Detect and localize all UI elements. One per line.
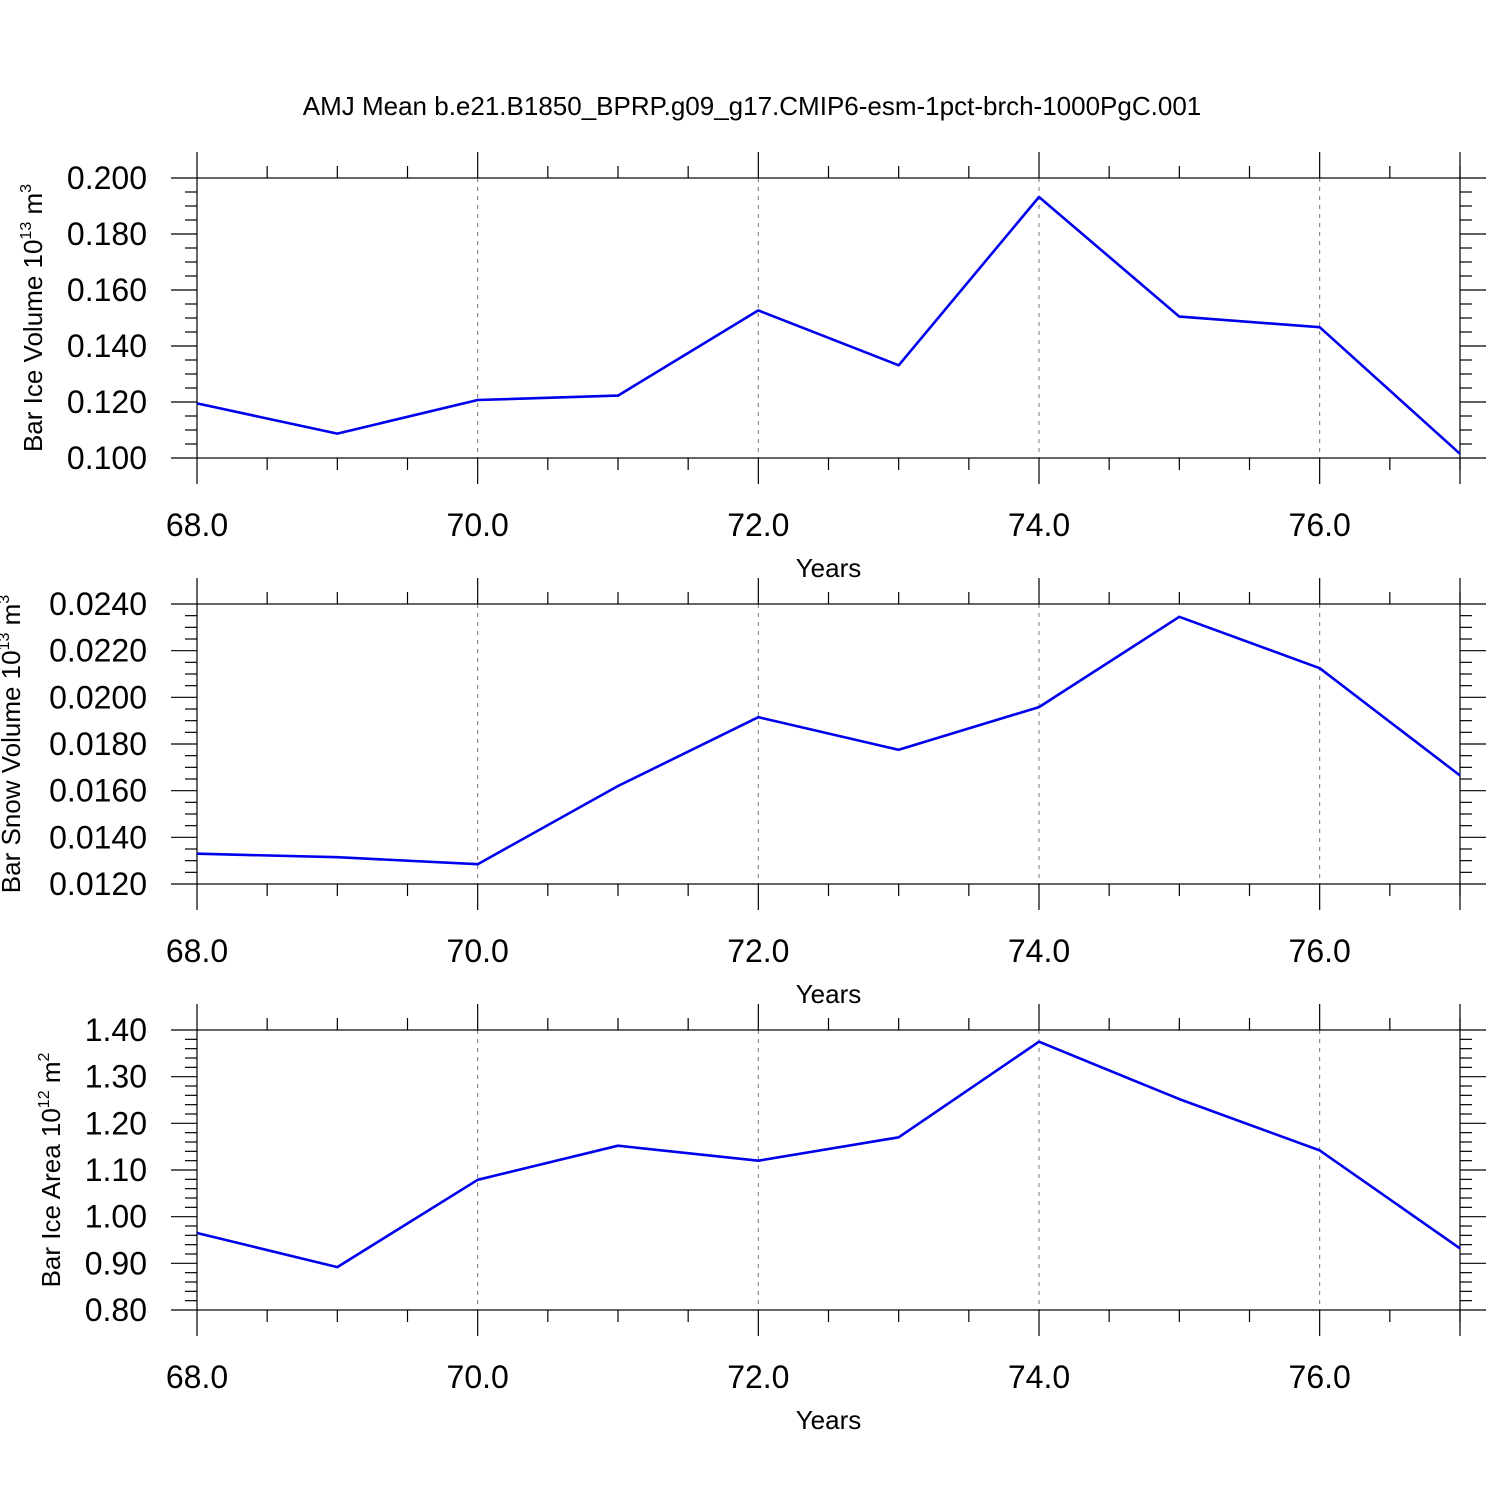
y-axis-label: Bar Ice Area 1012 m2 [36, 1052, 66, 1287]
y-axis-label-exponent: 13 [18, 222, 35, 240]
y-tick-label: 0.90 [85, 1245, 147, 1281]
x-tick-label: 76.0 [1289, 1359, 1351, 1395]
y-tick-label: 0.0140 [49, 819, 147, 855]
y-tick-label: 0.140 [67, 328, 147, 364]
plot-frame [196, 177, 1461, 459]
x-tick-label: 68.0 [166, 507, 228, 543]
y-axis-label-unit: m [36, 1061, 66, 1090]
y-axis-label-unit-exponent: 3 [18, 184, 35, 193]
y-tick-label: 0.180 [67, 216, 147, 252]
plot-frame [196, 1029, 1461, 1311]
x-axis-label: Years [796, 553, 862, 583]
x-tick-label: 74.0 [1008, 507, 1070, 543]
x-tick-label: 74.0 [1008, 933, 1070, 969]
x-axis-label: Years [796, 979, 862, 1009]
x-tick-label: 68.0 [166, 933, 228, 969]
x-tick-label: 76.0 [1289, 933, 1351, 969]
y-axis-label: Bar Ice Volume 1013 m3 [18, 184, 48, 452]
y-axis-label-text: Bar Ice Area 10 [36, 1108, 66, 1287]
y-tick-label: 0.0180 [49, 726, 147, 762]
y-tick-label: 0.0200 [49, 679, 147, 715]
series-line-snow-volume [196, 615, 1461, 866]
y-axis-label-unit: m [18, 193, 48, 222]
x-axis-label: Years [796, 1405, 862, 1435]
y-axis-label: Bar Snow Volume 1013 m3 [0, 595, 26, 894]
x-tick-label: 74.0 [1008, 1359, 1070, 1395]
y-tick-label: 1.30 [85, 1059, 147, 1095]
y-tick-label: 0.0120 [49, 866, 147, 902]
panel-snow-volume: 0.0120 0.0140 0.0160 0.0180 0.0200 0.0220 0.02… [0, 578, 1486, 1009]
y-axis-label-unit: m [0, 604, 26, 633]
x-tick-label: 68.0 [166, 1359, 228, 1395]
y-axis-label-unit-exponent: 3 [0, 595, 13, 604]
y-axis-label-text: Bar Snow Volume 10 [0, 650, 26, 893]
plot-frame [196, 603, 1461, 885]
y-tick-label: 0.0220 [49, 633, 147, 669]
y-tick-label: 1.00 [85, 1199, 147, 1235]
x-tick-label: 72.0 [727, 507, 789, 543]
x-tick-label: 76.0 [1289, 507, 1351, 543]
y-tick-label: 0.0240 [49, 586, 147, 622]
y-tick-label: 1.10 [85, 1152, 147, 1188]
panel-ice-volume: 0.100 0.120 0.140 0.160 0.180 0.200 68.0 70.0 72… [18, 152, 1486, 583]
y-tick-label: 1.20 [85, 1105, 147, 1141]
y-axis-label-text: Bar Ice Volume 10 [18, 240, 48, 452]
x-tick-label: 70.0 [447, 933, 509, 969]
y-axis-label-exponent: 12 [36, 1090, 53, 1108]
x-tick-label: 72.0 [727, 933, 789, 969]
x-tick-label: 70.0 [447, 507, 509, 543]
series-line-ice-volume [196, 195, 1461, 455]
series-line-ice-area [196, 1040, 1461, 1269]
panel-ice-area: 0.80 0.90 1.00 1.10 1.20 1.30 1.40 68.0 70.0 72.0… [36, 1004, 1486, 1435]
y-tick-label: 0.100 [67, 440, 147, 476]
figure-title: AMJ Mean b.e21.B1850_BPRP.g09_g17.CMIP6-… [303, 91, 1202, 121]
y-axis-label-exponent: 13 [0, 632, 13, 650]
x-tick-label: 70.0 [447, 1359, 509, 1395]
y-tick-label: 0.120 [67, 384, 147, 420]
y-tick-label: 0.0160 [49, 773, 147, 809]
y-axis-label-unit-exponent: 2 [36, 1052, 53, 1061]
y-tick-label: 0.160 [67, 272, 147, 308]
x-tick-label: 72.0 [727, 1359, 789, 1395]
y-tick-label: 1.40 [85, 1012, 147, 1048]
y-tick-label: 0.200 [67, 160, 147, 196]
y-tick-label: 0.80 [85, 1292, 147, 1328]
